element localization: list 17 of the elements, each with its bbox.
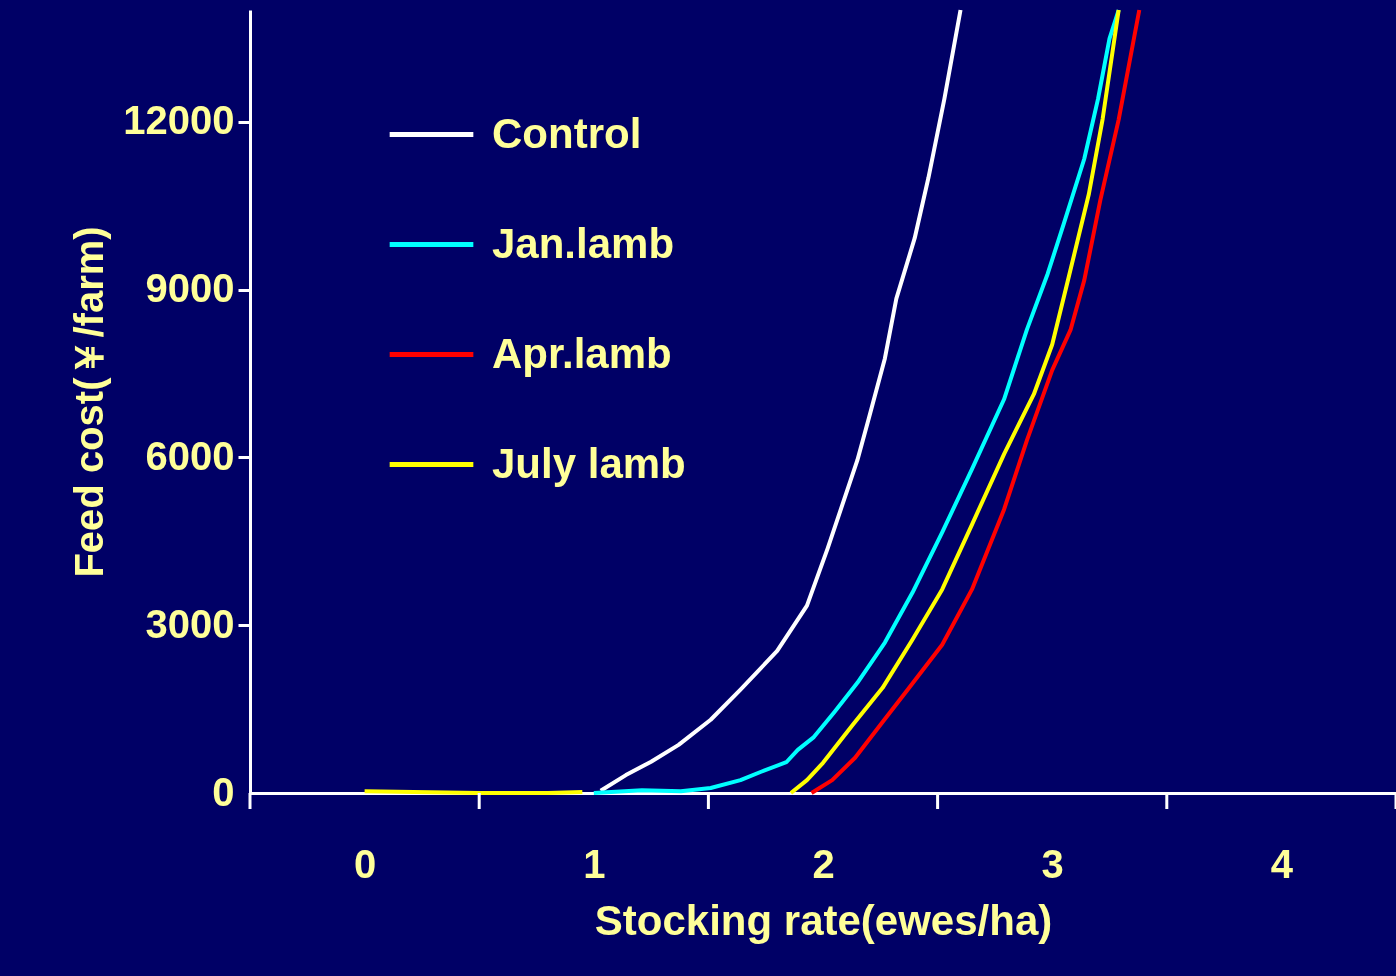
line-series <box>809 8 1142 795</box>
x-tick-label: 3 <box>1041 841 1064 886</box>
y-tick-label: 12000 <box>123 98 235 143</box>
x-tick-label: 1 <box>583 841 606 886</box>
y-axis-title: Feed cost(￥/farm) <box>67 226 112 578</box>
x-tick-label: 2 <box>812 841 835 886</box>
legend-label: July lamb <box>492 439 686 487</box>
legend-label: Apr.lamb <box>492 329 672 377</box>
y-tick-label: 6000 <box>145 433 235 478</box>
y-tick-label: 9000 <box>145 266 235 311</box>
legend-label: Control <box>492 109 642 157</box>
legend-label: Jan.lamb <box>492 219 675 267</box>
x-tick-label: 4 <box>1270 841 1294 886</box>
x-tick-label: 0 <box>353 841 377 886</box>
x-axis-title: Stocking rate(ewes/ha) <box>594 896 1053 944</box>
y-tick-label: 3000 <box>145 601 235 646</box>
y-tick-label: 0 <box>212 769 235 814</box>
